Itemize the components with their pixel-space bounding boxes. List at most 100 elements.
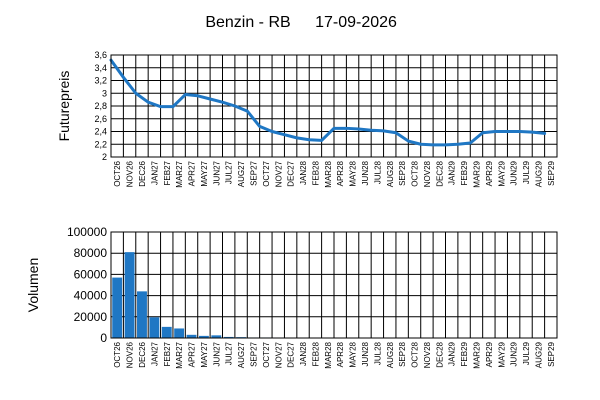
- x-tick-label: MAR27: [175, 341, 184, 368]
- x-tick-label: APR27: [188, 341, 197, 367]
- y-tick-label: 3,4: [94, 63, 107, 73]
- x-tick-label: MAY29: [497, 160, 506, 186]
- x-tick-label: SEP27: [249, 160, 258, 185]
- y-tick-label: 3,6: [94, 50, 107, 60]
- x-tick-label: JUL29: [522, 160, 531, 184]
- volume-bar: [161, 326, 172, 338]
- x-tick-label: MAY29: [497, 341, 506, 367]
- x-tick-label: FEB29: [460, 341, 469, 366]
- x-tick-label: SEP28: [398, 160, 407, 185]
- volume-bar: [137, 291, 147, 338]
- x-tick-label: JUL27: [225, 341, 234, 365]
- x-tick-label: MAY28: [349, 160, 358, 186]
- y-tick-label: 2: [102, 152, 107, 162]
- x-tick-label: MAY27: [200, 341, 209, 367]
- x-tick-label: AUG27: [237, 160, 246, 187]
- plot-frame: [110, 54, 558, 158]
- x-tick-label: OCT28: [411, 160, 420, 186]
- x-tick-label: AUG28: [386, 341, 395, 368]
- price-y-axis-label: Futurepreis: [56, 71, 72, 142]
- x-tick-label: OCT28: [411, 341, 420, 367]
- x-tick-label: JAN27: [150, 160, 159, 185]
- y-tick-label: 3,2: [94, 76, 107, 86]
- x-tick-label: JUL28: [373, 160, 382, 184]
- x-tick-label: NOV28: [423, 160, 432, 187]
- y-tick-label: 20000: [74, 310, 108, 324]
- x-tick-label: JUL28: [373, 341, 382, 365]
- x-tick-label: NOV26: [126, 341, 135, 368]
- x-tick-label: MAY27: [200, 160, 209, 186]
- x-tick-label: DEC26: [138, 341, 147, 367]
- x-tick-label: SEP27: [249, 341, 258, 366]
- x-tick-label: MAR29: [472, 341, 481, 368]
- x-tick-label: MAR28: [324, 341, 333, 368]
- x-tick-label: DEC28: [435, 160, 444, 186]
- plot-frame: [110, 231, 558, 339]
- x-tick-label: AUG29: [534, 341, 543, 368]
- x-tick-label: FEB29: [460, 160, 469, 185]
- x-tick-label: JAN28: [299, 341, 308, 366]
- x-tick-label: AUG29: [534, 160, 543, 187]
- x-tick-label: OCT27: [262, 341, 271, 367]
- x-tick-label: FEB27: [163, 341, 172, 366]
- x-tick-label: DEC28: [435, 341, 444, 367]
- y-tick-label: 100000: [67, 225, 107, 239]
- x-tick-label: JUN29: [510, 341, 519, 366]
- x-tick-label: JUN27: [212, 341, 221, 366]
- volume-bar: [223, 336, 234, 338]
- x-tick-label: APR29: [485, 341, 494, 367]
- x-tick-label: FEB27: [163, 160, 172, 185]
- x-tick-label: MAR27: [175, 160, 184, 187]
- x-tick-label: SEP29: [547, 341, 556, 366]
- x-tick-label: SEP28: [398, 341, 407, 366]
- x-tick-label: JUL29: [522, 341, 531, 365]
- x-tick-label: JAN29: [448, 341, 457, 366]
- volume-bar: [124, 252, 135, 338]
- x-tick-label: MAY28: [349, 341, 358, 367]
- x-tick-label: JAN28: [299, 160, 308, 185]
- y-tick-label: 2,8: [94, 101, 107, 111]
- volume-bar: [198, 335, 209, 338]
- x-tick-label: FEB28: [311, 341, 320, 366]
- y-tick-label: 80000: [74, 246, 108, 260]
- y-tick-label: 2,6: [94, 114, 107, 124]
- x-tick-label: APR28: [336, 160, 345, 186]
- x-tick-label: JAN27: [150, 341, 159, 366]
- x-tick-label: JUN29: [510, 160, 519, 185]
- y-tick-label: 3: [102, 88, 107, 98]
- x-tick-label: NOV28: [423, 341, 432, 368]
- x-tick-label: NOV27: [274, 160, 283, 187]
- price-series-line: [109, 58, 547, 147]
- x-tick-label: APR28: [336, 341, 345, 367]
- chart-date: 17-09-2026: [315, 14, 397, 31]
- x-tick-label: APR29: [485, 160, 494, 186]
- x-tick-label: NOV26: [126, 160, 135, 187]
- y-tick-label: 40000: [74, 289, 108, 303]
- chart-title: Benzin - RB: [205, 14, 290, 31]
- volume-bar: [174, 328, 185, 338]
- y-tick-label: 0: [100, 331, 107, 345]
- volume-bar: [186, 334, 197, 338]
- x-tick-label: DEC26: [138, 160, 147, 186]
- x-tick-label: NOV27: [274, 341, 283, 368]
- x-tick-label: APR27: [188, 160, 197, 186]
- x-tick-label: OCT26: [113, 160, 122, 186]
- x-tick-label: DEC27: [287, 160, 296, 186]
- volume-y-axis-label: Volumen: [25, 258, 41, 312]
- x-tick-label: MAR29: [472, 160, 481, 187]
- x-tick-label: DEC27: [287, 341, 296, 367]
- x-tick-label: JUL27: [225, 160, 234, 184]
- x-tick-label: AUG28: [386, 160, 395, 187]
- y-tick-label: 2,4: [94, 127, 107, 137]
- x-tick-label: MAR28: [324, 160, 333, 187]
- volume-bar: [112, 277, 123, 338]
- volume-bar: [211, 335, 222, 338]
- x-tick-label: JAN29: [448, 160, 457, 185]
- x-tick-label: JUN28: [361, 160, 370, 185]
- y-tick-label: 60000: [74, 267, 108, 281]
- y-tick-label: 2,2: [94, 139, 107, 149]
- x-tick-label: FEB28: [311, 160, 320, 185]
